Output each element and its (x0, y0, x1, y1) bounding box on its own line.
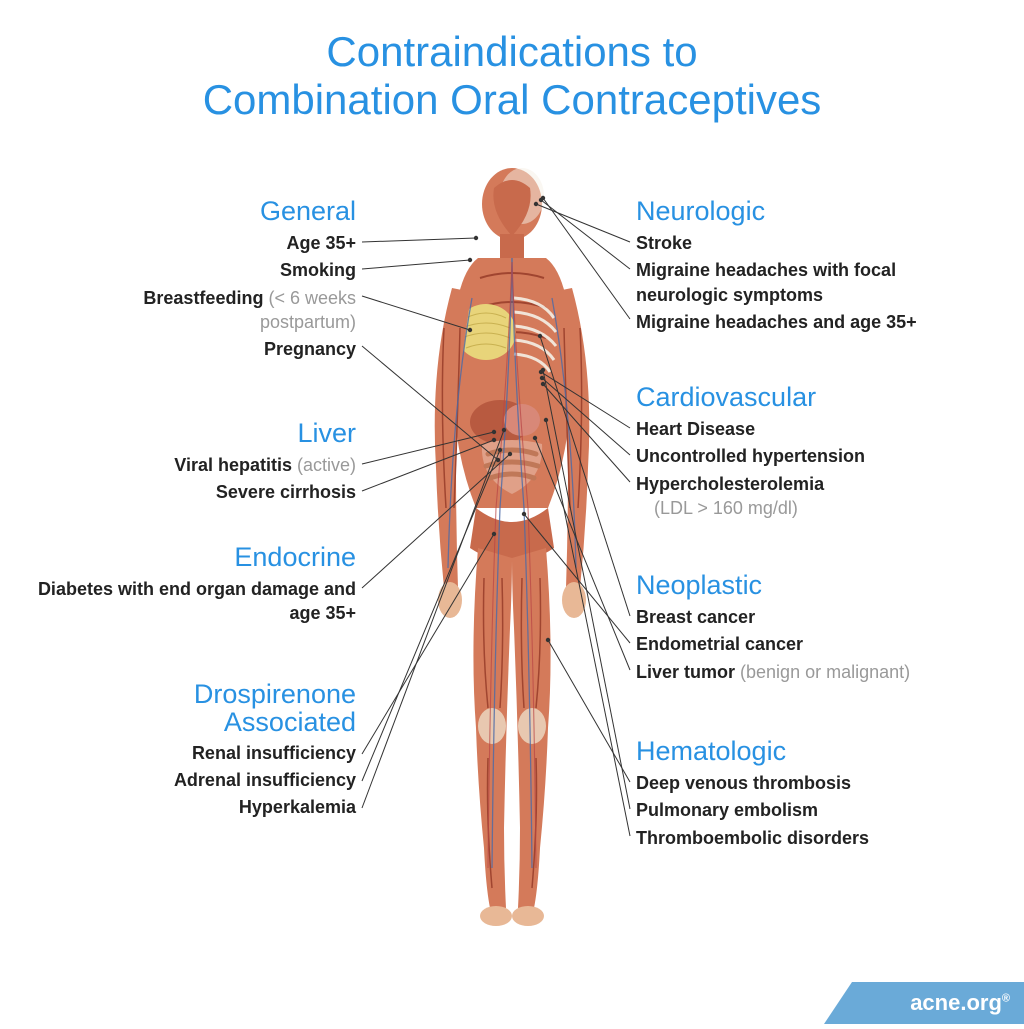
category-endocrine: Endocrine Diabetes with end organ damage … (36, 542, 356, 629)
contraindication-item: Severe cirrhosis (46, 480, 356, 504)
category-heading: Endocrine (36, 542, 356, 573)
contraindication-item: Smoking (86, 258, 356, 282)
contraindication-item: Pulmonary embolism (636, 798, 996, 822)
contraindication-item: Breastfeeding (< 6 weeks postpartum) (86, 286, 356, 335)
category-heading: Neurologic (636, 196, 976, 227)
category-heading: Neoplastic (636, 570, 996, 601)
contraindication-item: Hypercholesterolemia (LDL > 160 mg/dl) (636, 472, 996, 521)
category-neoplastic: Neoplastic Breast cancer Endometrial cance… (636, 570, 996, 687)
contraindication-item: Breast cancer (636, 605, 996, 629)
contraindication-item: Stroke (636, 231, 976, 255)
category-heading: Liver (46, 418, 356, 449)
category-heading: General (86, 196, 356, 227)
contraindication-item: Thromboembolic disorders (636, 826, 996, 850)
category-neurologic: Neurologic Stroke Migraine headaches with … (636, 196, 976, 337)
contraindication-item: Hyperkalemia (60, 795, 356, 819)
footer-badge: acne.org® (824, 982, 1024, 1024)
title-line-1: Contraindications to (326, 28, 697, 75)
category-heading: DrospirenoneAssociated (60, 680, 356, 737)
category-drospirenone-associated: DrospirenoneAssociated Renal insufficienc… (60, 680, 356, 823)
contraindication-item: Renal insufficiency (60, 741, 356, 765)
contraindication-item: Age 35+ (86, 231, 356, 255)
contraindication-item: Endometrial cancer (636, 632, 996, 656)
main-title: Contraindications to Combination Oral Co… (0, 0, 1024, 125)
category-general: General Age 35+ Smoking Breastfeeding (< 6 … (86, 196, 356, 364)
contraindication-item: Heart Disease (636, 417, 996, 441)
category-heading: Hematologic (636, 736, 996, 767)
contraindication-item: Adrenal insufficiency (60, 768, 356, 792)
footer-text: acne.org® (910, 990, 1010, 1016)
contraindication-item: Migraine headaches with focal neurologic… (636, 258, 976, 307)
contraindication-item: Pregnancy (86, 337, 356, 361)
contraindication-item: Deep venous thrombosis (636, 771, 996, 795)
anatomy-figure (422, 168, 602, 928)
contraindication-item: Uncontrolled hypertension (636, 444, 996, 468)
title-line-2: Combination Oral Contraceptives (203, 76, 822, 123)
contraindication-item: Liver tumor (benign or malignant) (636, 660, 996, 684)
contraindication-item: Viral hepatitis (active) (46, 453, 356, 477)
contraindication-item: Diabetes with end organ damage and age 3… (36, 577, 356, 626)
contraindication-item: Migraine headaches and age 35+ (636, 310, 976, 334)
category-cardiovascular: Cardiovascular Heart Disease Uncontrolled … (636, 382, 996, 523)
category-liver: Liver Viral hepatitis (active) Severe cirr… (46, 418, 356, 508)
category-hematologic: Hematologic Deep venous thrombosis Pulmona… (636, 736, 996, 853)
category-heading: Cardiovascular (636, 382, 996, 413)
